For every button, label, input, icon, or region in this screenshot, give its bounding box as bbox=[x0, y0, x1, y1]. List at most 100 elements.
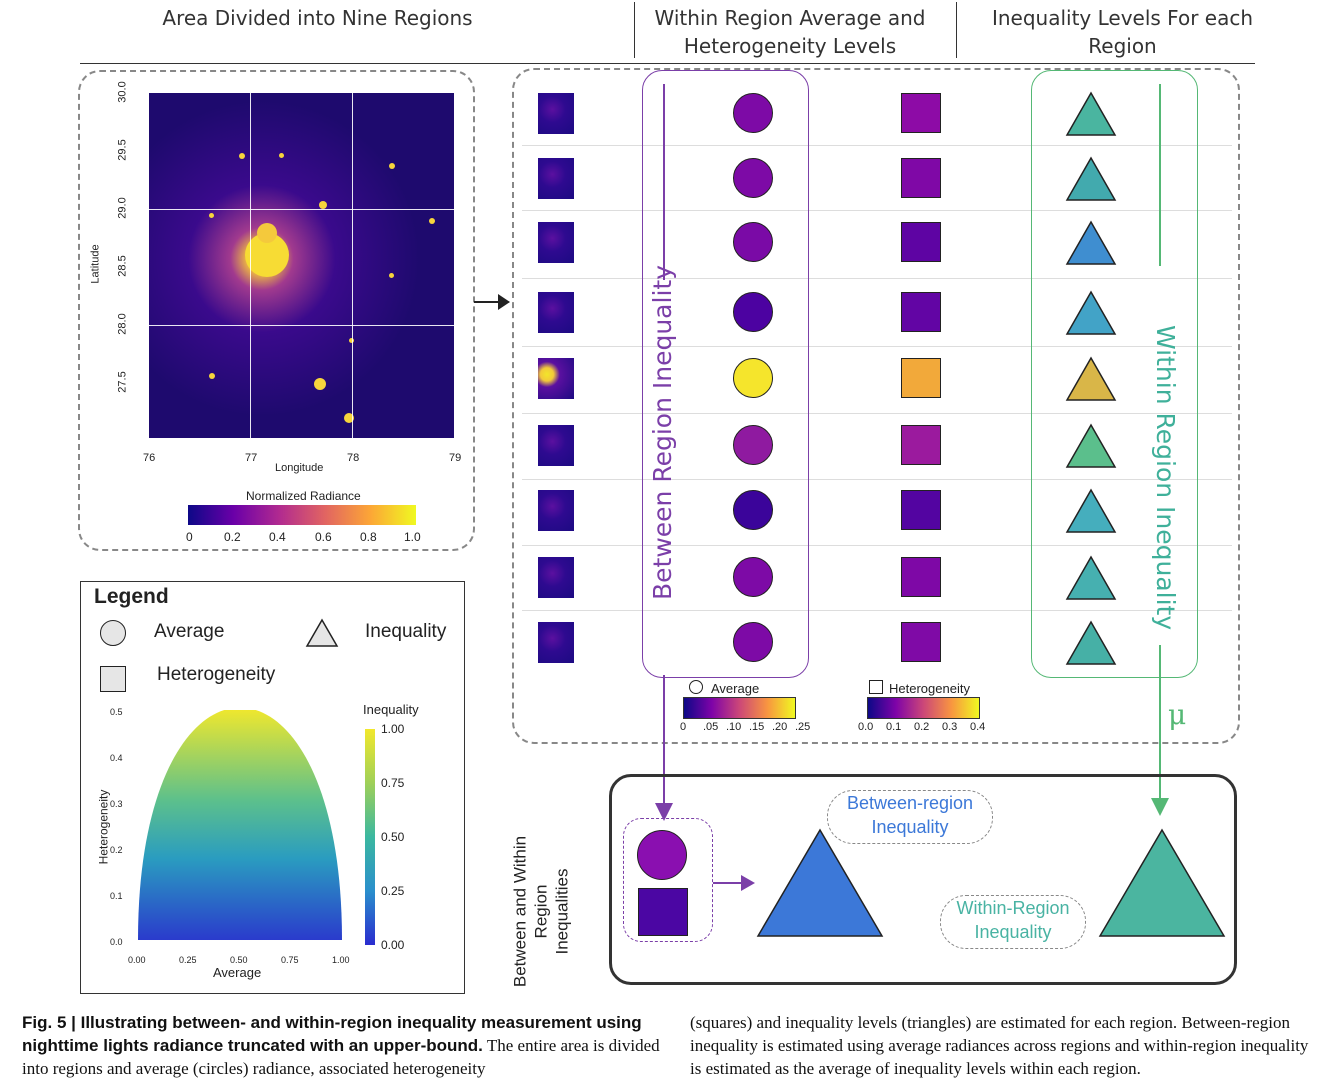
map-y-label: Latitude bbox=[89, 244, 102, 284]
between-region-box bbox=[642, 70, 809, 678]
map-y-tick: 28.0 bbox=[116, 313, 129, 335]
combined-heterogeneity-square bbox=[638, 888, 688, 936]
average-legend-circle bbox=[689, 680, 703, 694]
legend-average-circle bbox=[100, 620, 126, 646]
bottom-side-label-line: Between and Within bbox=[510, 835, 530, 988]
legend-x-label: Average bbox=[213, 965, 262, 980]
header-separator bbox=[634, 2, 635, 58]
bottom-side-label-line: Inequalities bbox=[552, 868, 572, 955]
header-col2: Within Region Average and Heterogeneity … bbox=[640, 4, 940, 60]
het-cbar-tick: 0.3 bbox=[942, 721, 958, 733]
region-inequality-triangle bbox=[1065, 290, 1117, 335]
regions-panel bbox=[512, 68, 1240, 744]
between-pill-line: Inequality bbox=[871, 817, 949, 837]
region-heterogeneity-square bbox=[901, 158, 941, 198]
avg-cbar-tick: .10 bbox=[726, 721, 742, 733]
map-y-tick: 27.5 bbox=[116, 371, 129, 393]
avg-cbar-tick: .25 bbox=[795, 721, 811, 733]
caption-text-right: (squares) and inequality levels (triangl… bbox=[690, 1013, 1309, 1078]
het-cbar-tick: 0.4 bbox=[970, 721, 986, 733]
legend-heterogeneity-square bbox=[100, 666, 126, 692]
header-rule bbox=[80, 63, 1255, 64]
region-thumbnail bbox=[538, 292, 574, 333]
het-cbar-label: Heterogeneity bbox=[889, 681, 970, 696]
between-region-label: Between Region Inequality bbox=[648, 265, 677, 600]
between-region-triangle bbox=[756, 828, 884, 937]
arrow-down-icon bbox=[655, 675, 673, 821]
caption-bold: Fig. 5 | Illustrating between- and withi… bbox=[22, 1013, 642, 1055]
map-cbar-tick: 0 bbox=[186, 530, 193, 544]
region-heterogeneity-square bbox=[901, 490, 941, 530]
legend-y-tick: 0.2 bbox=[110, 845, 123, 855]
region-thumbnail bbox=[538, 93, 574, 134]
header-separator bbox=[956, 2, 957, 58]
legend-y-tick: 0.0 bbox=[110, 937, 123, 947]
region-average-circle bbox=[733, 93, 773, 133]
region-inequality-triangle bbox=[1065, 423, 1117, 468]
within-region-pill: Within-Region Inequality bbox=[940, 895, 1086, 949]
region-heterogeneity-square bbox=[901, 292, 941, 332]
bottom-side-label-line: Region bbox=[531, 884, 551, 939]
legend-y-tick: 0.4 bbox=[110, 753, 123, 763]
het-cbar-tick: 0.0 bbox=[858, 721, 874, 733]
map-cbar-tick: 0.4 bbox=[269, 530, 286, 544]
region-inequality-triangle bbox=[1065, 156, 1117, 201]
legend-cbar-tick: 0.00 bbox=[381, 938, 405, 952]
within-region-triangle bbox=[1098, 828, 1226, 937]
legend-y-tick: 0.1 bbox=[110, 891, 123, 901]
map-panel bbox=[78, 70, 475, 551]
between-pill-line: Between-region bbox=[846, 793, 974, 813]
region-average-circle bbox=[733, 557, 773, 597]
legend-cbar-tick: 0.50 bbox=[381, 830, 405, 844]
map-x-tick: 78 bbox=[347, 452, 360, 464]
map-colorbar-title: Normalized Radiance bbox=[246, 489, 361, 503]
legend-inequality-plot bbox=[138, 710, 342, 940]
region-average-circle bbox=[733, 158, 773, 198]
het-cbar-tick: 0.2 bbox=[914, 721, 930, 733]
map-cbar-tick: 0.2 bbox=[224, 530, 241, 544]
legend-average-label: Average bbox=[154, 621, 225, 642]
nighttime-lights-map bbox=[149, 93, 454, 438]
within-region-label: Within Region Inequality bbox=[1151, 325, 1180, 631]
mu-symbol: μ bbox=[1168, 698, 1187, 731]
legend-inequality-label: Inequality bbox=[365, 621, 447, 642]
region-thumbnail bbox=[538, 158, 574, 199]
within-pill-line: Within-Region bbox=[956, 898, 1070, 918]
header-col2-text: Within Region Average and Heterogeneity … bbox=[654, 6, 926, 58]
legend-triangle-icon bbox=[305, 618, 339, 647]
caption-text-left: The entire area is divided into regions … bbox=[22, 1036, 660, 1078]
map-x-tick: 77 bbox=[245, 452, 258, 464]
region-heterogeneity-square bbox=[901, 358, 941, 398]
average-colorbar bbox=[683, 697, 796, 719]
legend-heterogeneity-label: Heterogeneity bbox=[157, 664, 276, 685]
region-heterogeneity-square bbox=[901, 557, 941, 597]
map-y-tick: 29.0 bbox=[116, 197, 129, 219]
map-y-tick: 30.0 bbox=[116, 81, 129, 103]
region-thumbnail bbox=[538, 222, 574, 263]
arrow-right-icon bbox=[713, 875, 755, 891]
map-cbar-tick: 0.6 bbox=[315, 530, 332, 544]
region-inequality-triangle bbox=[1065, 220, 1117, 265]
region-thumbnail bbox=[538, 425, 574, 466]
legend-box bbox=[80, 581, 465, 994]
region-inequality-triangle bbox=[1065, 555, 1117, 600]
legend-x-tick: 0.75 bbox=[281, 955, 299, 965]
legend-x-tick: 0.00 bbox=[128, 955, 146, 965]
legend-x-tick: 0.50 bbox=[230, 955, 248, 965]
avg-cbar-tick: 0 bbox=[680, 721, 687, 733]
map-colorbar bbox=[188, 505, 416, 525]
right-arrow-icon bbox=[474, 294, 510, 310]
figure-caption-right: (squares) and inequality levels (triangl… bbox=[690, 1011, 1315, 1080]
region-heterogeneity-square bbox=[901, 93, 941, 133]
avg-cbar-tick: .20 bbox=[772, 721, 788, 733]
legend-cbar-tick: 0.25 bbox=[381, 884, 405, 898]
within-pill-line: Inequality bbox=[974, 922, 1052, 942]
region-thumbnail bbox=[538, 490, 574, 531]
legend-inequality-colorbar bbox=[365, 729, 375, 945]
region-average-circle bbox=[733, 222, 773, 262]
header-col3: Inequality Levels For each Region bbox=[965, 4, 1280, 60]
legend-x-tick: 1.00 bbox=[332, 955, 350, 965]
map-cbar-tick: 0.8 bbox=[360, 530, 377, 544]
region-inequality-triangle bbox=[1065, 91, 1117, 136]
header-col1: Area Divided into Nine Regions bbox=[160, 4, 475, 32]
